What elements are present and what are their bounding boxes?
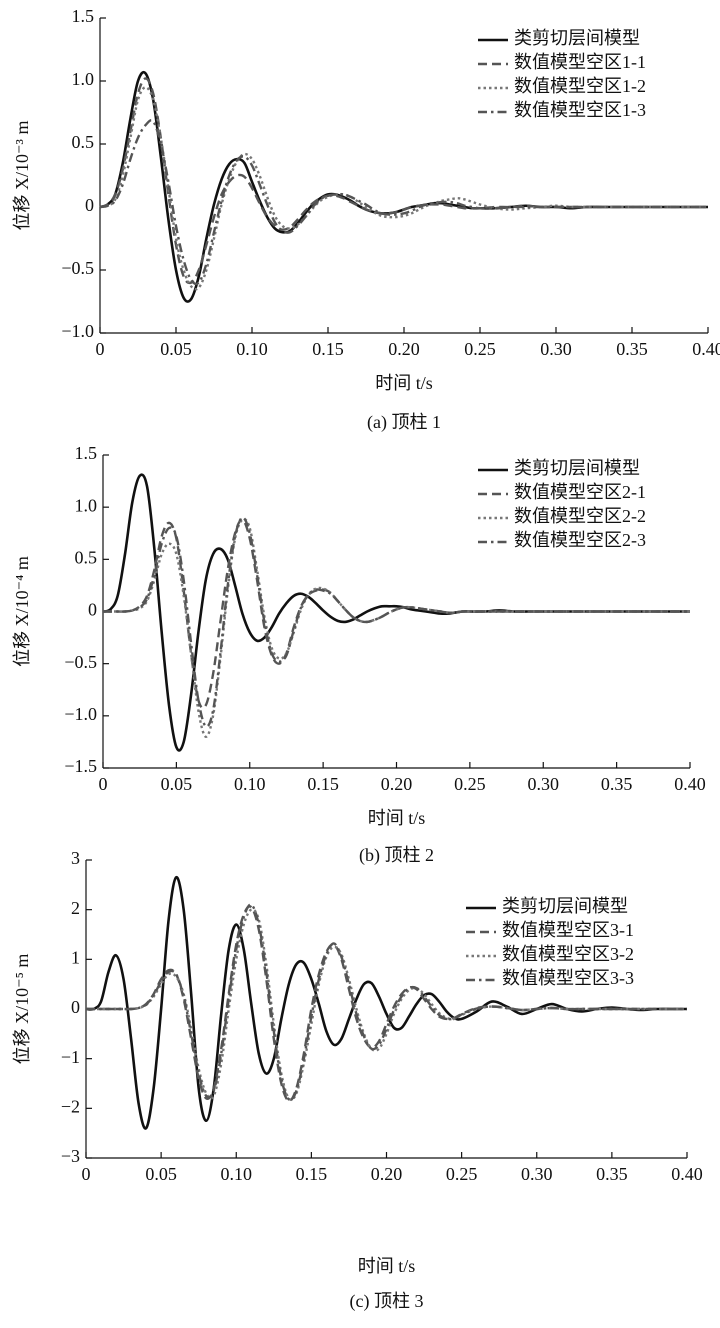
legend-label: 数值模型空区3-3 (502, 968, 634, 988)
x-tick-label: 0.25 (446, 1164, 478, 1184)
x-tick-label: 0.05 (161, 774, 193, 794)
y-axis-title: 位移 X/10⁻³ m (12, 121, 32, 231)
x-axis-title: 时间 t/s (358, 1256, 416, 1276)
data-line (102, 516, 690, 728)
y-tick-label: 0 (88, 600, 97, 620)
x-tick-label: 0.40 (671, 1164, 703, 1184)
data-line (85, 876, 687, 1130)
x-tick-label: 0.30 (528, 774, 560, 794)
x-tick-label: 0.15 (312, 339, 344, 359)
x-axis-title: 时间 t/s (375, 373, 433, 393)
y-tick-label: 1.5 (75, 443, 98, 463)
x-tick-label: 0.20 (381, 774, 413, 794)
x-tick-label: 0.15 (296, 1164, 328, 1184)
y-tick-label: 3 (71, 848, 80, 868)
caption: (c) 顶柱 3 (350, 1291, 424, 1312)
caption: (b) 顶柱 2 (359, 845, 434, 866)
x-tick-label: 0.10 (236, 339, 268, 359)
y-tick-label: −1.0 (64, 704, 97, 724)
legend-label: 数值模型空区1-3 (514, 100, 646, 120)
x-axis-title: 时间 t/s (368, 808, 426, 828)
x-tick-label: 0.05 (145, 1164, 177, 1184)
y-tick-label: −0.5 (64, 652, 97, 672)
x-tick-label: 0.40 (692, 339, 720, 359)
y-tick-label: 0.5 (75, 547, 98, 567)
x-tick-label: 0.25 (464, 339, 496, 359)
x-tick-label: 0.30 (540, 339, 572, 359)
x-tick-label: 0.15 (307, 774, 339, 794)
x-tick-label: 0.30 (521, 1164, 553, 1184)
x-tick-label: 0.05 (160, 339, 192, 359)
x-tick-label: 0 (96, 339, 105, 359)
x-tick-label: 0.25 (454, 774, 486, 794)
y-tick-label: 1.0 (75, 495, 98, 515)
x-tick-label: 0.10 (234, 774, 266, 794)
data-line (85, 908, 687, 1102)
y-tick-label: 1 (71, 947, 80, 967)
x-tick-label: 0.20 (371, 1164, 403, 1184)
legend-label: 类剪切层间模型 (514, 458, 640, 478)
x-tick-label: 0.20 (388, 339, 420, 359)
y-tick-label: −2 (61, 1096, 80, 1116)
y-tick-label: 2 (71, 898, 80, 918)
legend-label: 数值模型空区2-2 (514, 506, 646, 526)
x-tick-label: 0.35 (596, 1164, 628, 1184)
x-tick-label: 0.10 (221, 1164, 253, 1184)
y-tick-label: −1.5 (64, 756, 97, 776)
y-tick-label: 0.5 (72, 132, 95, 152)
y-tick-label: −0.5 (61, 258, 94, 278)
y-axis-title: 位移 X/10⁻⁵ m (12, 954, 32, 1065)
legend-label: 数值模型空区1-1 (514, 52, 646, 72)
legend-label: 类剪切层间模型 (502, 896, 628, 916)
legend-label: 数值模型空区1-2 (514, 76, 646, 96)
y-tick-label: 1.5 (72, 6, 95, 26)
y-tick-label: −1.0 (61, 321, 94, 341)
x-tick-label: 0.35 (601, 774, 633, 794)
x-tick-label: 0.40 (674, 774, 706, 794)
caption: (a) 顶柱 1 (367, 412, 441, 433)
y-tick-label: 0 (85, 195, 94, 215)
y-tick-label: 0 (71, 997, 80, 1017)
y-tick-label: −1 (61, 1047, 80, 1067)
legend-label: 数值模型空区3-2 (502, 944, 634, 964)
data-line (85, 903, 687, 1102)
legend-label: 数值模型空区2-1 (514, 482, 646, 502)
legend-label: 数值模型空区2-3 (514, 530, 646, 550)
y-tick-label: −3 (61, 1146, 80, 1166)
legend-label: 类剪切层间模型 (514, 28, 640, 48)
x-tick-label: 0 (82, 1164, 91, 1184)
x-tick-label: 0 (99, 774, 108, 794)
y-tick-label: 1.0 (72, 69, 95, 89)
x-tick-label: 0.35 (616, 339, 648, 359)
y-axis-title: 位移 X/10⁻⁴ m (12, 556, 32, 667)
data-line (99, 119, 708, 286)
legend-label: 数值模型空区3-1 (502, 920, 634, 940)
